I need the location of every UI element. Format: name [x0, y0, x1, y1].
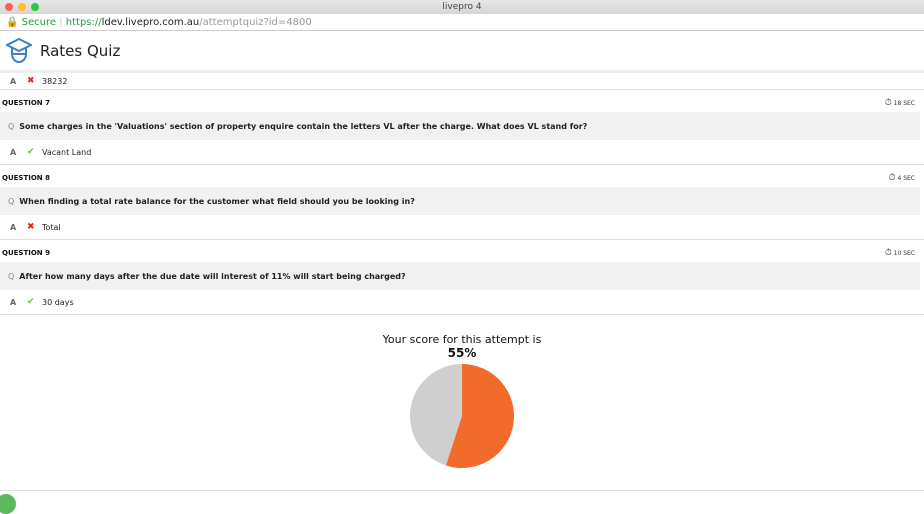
pie-slice-remaining	[410, 364, 462, 466]
question-text-box: Q When finding a total rate balance for t…	[0, 187, 920, 215]
score-label: Your score for this attempt is	[382, 333, 542, 346]
answer-label: A	[10, 297, 17, 307]
question-label: Q	[8, 121, 15, 131]
question-label: Q	[8, 271, 15, 281]
minimize-window-button[interactable]	[18, 3, 26, 11]
answer-label: A	[10, 76, 17, 86]
stopwatch-icon: ⏱	[888, 173, 896, 183]
url-path: /attemptquiz?id=4800	[199, 17, 312, 28]
question-timer: ⏱ 18 SEC	[885, 98, 915, 108]
answer-text: Vacant Land	[42, 147, 92, 157]
answer-row: A ✔ Vacant Land	[0, 140, 924, 164]
cross-icon: ✖	[27, 222, 35, 232]
question-label: Q	[8, 196, 15, 206]
action-button[interactable]	[0, 494, 16, 514]
lock-icon: 🔒	[6, 17, 19, 28]
answer-row: A ✔ 30 days	[0, 290, 924, 314]
maximize-window-button[interactable]	[31, 3, 39, 11]
address-bar[interactable]: 🔒 Secure | https://ldev.livepro.com.au/a…	[0, 14, 924, 31]
stopwatch-icon: ⏱	[884, 98, 892, 108]
question-text: After how many days after the due date w…	[19, 271, 406, 281]
question-text-box: Q Some charges in the 'Valuations' sectio…	[0, 112, 920, 140]
score-section: Your score for this attempt is 55%	[0, 333, 924, 473]
check-icon: ✔	[27, 147, 35, 157]
timer-value: 18 SEC	[893, 100, 915, 107]
window-title: livepro 4	[442, 2, 482, 12]
answer-text: 30 days	[42, 297, 74, 307]
question-timer: ⏱ 4 SEC	[889, 173, 915, 183]
url-scheme: https://	[65, 17, 102, 28]
stopwatch-icon: ⏱	[884, 248, 892, 258]
question-title: QUESTION 7	[2, 99, 50, 107]
timer-value: 10 SEC	[893, 250, 915, 257]
question-title: QUESTION 8	[2, 174, 50, 182]
answer-text: 38232	[42, 76, 68, 86]
question-timer: ⏱ 10 SEC	[885, 248, 915, 258]
url-host: ldev.livepro.com.au	[101, 17, 200, 28]
question-title: QUESTION 9	[2, 249, 50, 257]
score-value: 55%	[447, 346, 477, 360]
question-block: QUESTION 9 ⏱ 10 SEC Q After how many days…	[0, 239, 924, 314]
question-text-box: Q After how many days after the due date …	[0, 262, 920, 290]
answer-row: A ✖ Total	[0, 215, 924, 239]
answer-label: A	[10, 147, 17, 157]
answer-text: Total	[42, 222, 61, 232]
answer-label: A	[10, 222, 17, 232]
previous-answer: A ✖ 38232	[0, 73, 924, 89]
timer-value: 4 SEC	[897, 175, 915, 182]
question-text: When finding a total rate balance for th…	[19, 196, 415, 206]
cross-icon: ✖	[27, 76, 35, 86]
graduation-cap-icon	[6, 37, 32, 63]
close-window-button[interactable]	[5, 3, 13, 11]
question-block: QUESTION 8 ⏱ 4 SEC Q When finding a total…	[0, 164, 924, 239]
check-icon: ✔	[27, 297, 35, 307]
question-text: Some charges in the 'Valuations' section…	[19, 121, 588, 131]
secure-label: Secure	[21, 17, 57, 28]
page-title: Rates Quiz	[40, 41, 121, 60]
page-header: Rates Quiz	[0, 31, 924, 73]
question-block: QUESTION 7 ⏱ 18 SEC Q Some charges in the…	[0, 89, 924, 164]
window-titlebar: livepro 4	[0, 0, 924, 14]
score-pie-chart	[410, 364, 514, 468]
pie-slice-score	[445, 364, 514, 468]
